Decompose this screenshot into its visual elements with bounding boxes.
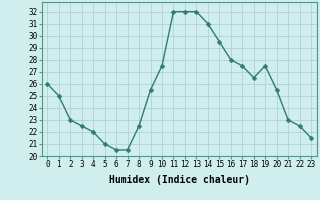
X-axis label: Humidex (Indice chaleur): Humidex (Indice chaleur) — [109, 175, 250, 185]
